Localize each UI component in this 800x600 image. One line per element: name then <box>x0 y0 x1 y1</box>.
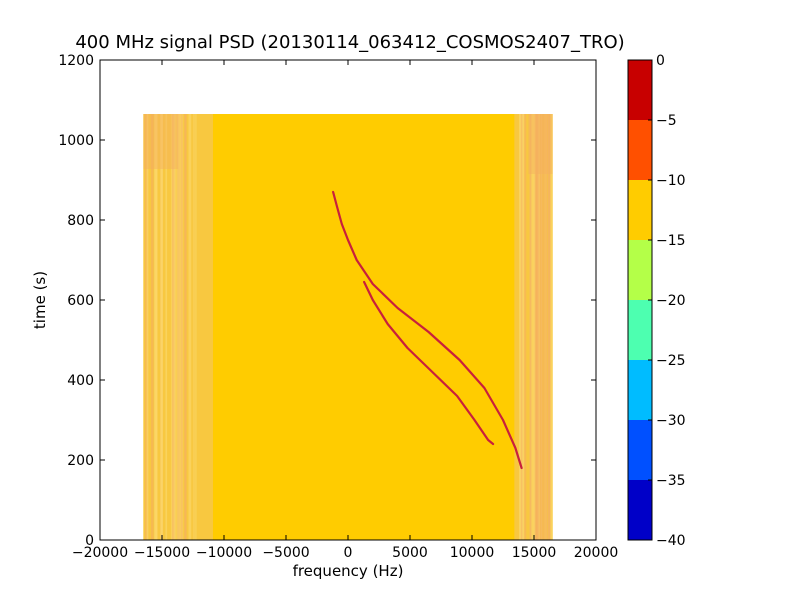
heatmap-noise-stripe <box>550 114 553 540</box>
heatmap-noise-stripe <box>547 114 551 540</box>
heatmap-noise-stripe <box>519 114 522 540</box>
heatmap-noise-stripe <box>193 114 196 540</box>
heatmap-noise-stripe <box>520 114 523 540</box>
heatmap-noise-stripe <box>176 114 179 540</box>
heatmap-noise-stripe <box>185 114 187 540</box>
colorbar-band <box>628 360 652 420</box>
colorbar-tick-label: −40 <box>656 533 686 549</box>
heatmap-noise-stripe <box>177 114 181 540</box>
colorbar-tick-label: −25 <box>656 353 686 369</box>
y-tick-label: 1000 <box>58 133 94 149</box>
x-tick-label: −10000 <box>196 545 252 561</box>
heatmap-noise-stripe <box>192 114 195 540</box>
heatmap-layer <box>143 114 553 540</box>
colorbar-tick-label: −30 <box>656 413 686 429</box>
x-tick-label: 20000 <box>574 545 619 561</box>
x-tick-label: −15000 <box>134 545 190 561</box>
colorbar-bands <box>628 60 652 540</box>
colorbar-ticks: 0 −5 −10 −15 −20 −25 −30 −35 −40 <box>648 53 686 549</box>
heatmap-noise-stripe <box>172 114 176 540</box>
signal-track <box>363 280 495 446</box>
x-tick-label: 5000 <box>392 545 428 561</box>
heatmap-noise-stripe <box>541 114 545 540</box>
x-tick-label: 10000 <box>450 545 495 561</box>
y-tick-label: 200 <box>67 453 94 469</box>
x-axis: −20000 −15000 −10000 −5000 0 5000 10000 15000 20… <box>72 60 618 561</box>
colorbar-tick-label: −5 <box>656 113 677 129</box>
signal-layer <box>332 190 523 470</box>
plot-area <box>99 59 597 541</box>
x-tick-label: −5000 <box>262 545 309 561</box>
heatmap-noise-stripe <box>519 114 522 540</box>
colorbar-band <box>628 60 652 120</box>
heatmap-noise-stripe <box>144 114 147 540</box>
heatmap-noise-stripe <box>153 114 156 540</box>
heatmap-noise-stripe <box>181 114 184 540</box>
colorbar-band <box>628 120 652 180</box>
heatmap-noise-stripe <box>171 114 175 540</box>
colorbar-tick-label: 0 <box>656 53 665 69</box>
heatmap-noise-stripe <box>195 114 197 540</box>
x-axis-label: frequency (Hz) <box>293 562 404 580</box>
heatmap-corner-glow <box>528 114 553 174</box>
heatmap-noise-stripe <box>533 114 536 540</box>
heatmap-noise-stripe <box>523 114 527 540</box>
heatmap-noise-stripe <box>181 114 183 540</box>
heatmap-noise-stripe <box>538 114 540 540</box>
colorbar-tick-label: −35 <box>656 473 686 489</box>
chart-title: 400 MHz signal PSD (20130114_063412_COSM… <box>75 32 624 53</box>
heatmap-noise-stripe <box>521 114 525 540</box>
heatmap-noise-stripe <box>151 114 154 540</box>
colorbar-band <box>628 240 652 300</box>
heatmap-noise-stripe <box>535 114 538 540</box>
heatmap-noise-stripe <box>150 114 153 540</box>
heatmap-noise-stripe <box>173 114 176 540</box>
x-tick-label: 15000 <box>512 545 557 561</box>
signal-track <box>332 190 523 470</box>
colorbar-band <box>628 300 652 360</box>
heatmap-noise-stripe <box>165 114 168 540</box>
y-tick-label: 800 <box>67 213 94 229</box>
y-tick-label: 0 <box>85 533 94 549</box>
y-tick-label: 400 <box>67 373 94 389</box>
colorbar-tick-label: −20 <box>656 293 686 309</box>
heatmap-noise-stripe <box>160 114 163 540</box>
heatmap-noise-stripe <box>549 114 553 540</box>
heatmap-noise-stripe <box>154 114 158 540</box>
heatmap-noise-stripe <box>546 114 548 540</box>
heatmap-noise-stripe <box>532 114 535 540</box>
x-tick-label: −20000 <box>72 545 128 561</box>
colorbar-band <box>628 480 652 540</box>
heatmap-noise-stripe <box>146 114 149 540</box>
heatmap-corner-glow <box>143 114 179 169</box>
x-tick-label: 0 <box>344 545 353 561</box>
heatmap-noise-stripe <box>521 114 524 540</box>
heatmap-noise-stripe <box>189 114 192 540</box>
colorbar-tick-label: −15 <box>656 233 686 249</box>
heatmap-noise-stripe <box>539 114 543 540</box>
heatmap-noise-stripe <box>184 114 187 540</box>
heatmap-noise-stripe <box>537 114 539 540</box>
heatmap-noise-stripe <box>533 114 536 540</box>
heatmap-noise-stripe <box>519 114 522 540</box>
heatmap-noise-stripe <box>543 114 545 540</box>
y-tick-label: 1200 <box>58 53 94 69</box>
colorbar-band <box>628 420 652 480</box>
y-axis-label: time (s) <box>31 271 49 329</box>
colorbar-band <box>628 180 652 240</box>
heatmap-noise-stripe <box>529 114 531 540</box>
colorbar-tick-label: −10 <box>656 173 686 189</box>
heatmap-noise-stripe <box>178 114 181 540</box>
heatmap-noise-stripe <box>545 114 547 540</box>
y-axis: 0 200 400 600 800 1000 1200 <box>58 53 596 549</box>
y-tick-label: 600 <box>67 293 94 309</box>
heatmap-noise-stripe <box>171 114 175 540</box>
colorbar: 0 −5 −10 −15 −20 −25 −30 −35 −40 <box>627 53 686 549</box>
heatmap-noise-stripe <box>529 114 532 540</box>
